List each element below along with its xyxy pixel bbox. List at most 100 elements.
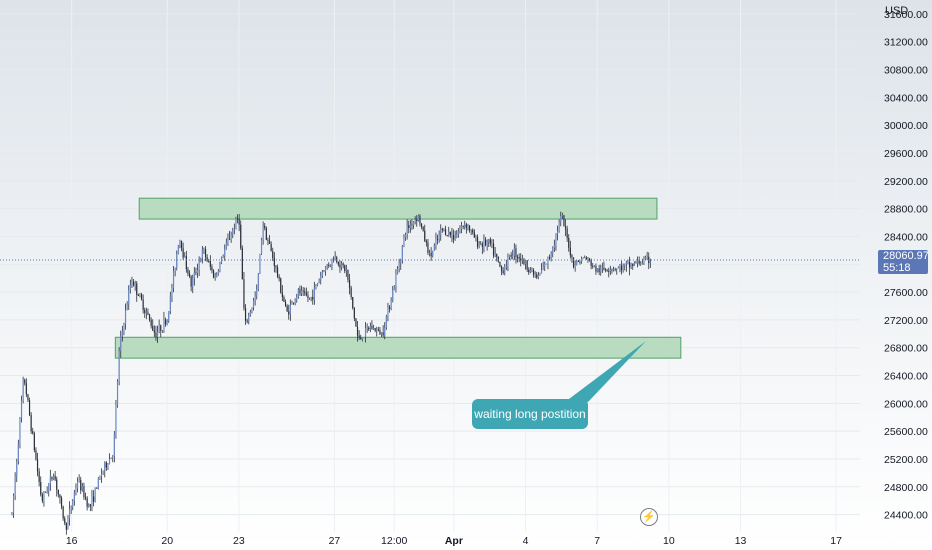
candle-body (544, 263, 546, 267)
candle-body (532, 269, 535, 275)
candle-body (414, 219, 416, 222)
candle-body (44, 491, 47, 493)
candle-body (491, 243, 493, 245)
candle-body (56, 479, 58, 490)
candle-body (203, 249, 205, 250)
candle-body (177, 245, 179, 254)
candle-body (484, 239, 487, 246)
candle-body (348, 279, 351, 288)
candle-body (84, 497, 87, 499)
resistance-zone[interactable] (138, 197, 658, 220)
candle-body (579, 261, 581, 263)
candle-body (644, 257, 647, 259)
candle-body (387, 307, 389, 317)
candle-body (216, 274, 218, 277)
candle-body (632, 263, 634, 266)
candle-body (307, 295, 309, 298)
candle-body (540, 270, 543, 274)
candle-body (528, 269, 530, 273)
candle-body (604, 269, 607, 271)
candle-body (462, 225, 464, 227)
candle-body (27, 394, 29, 401)
candle-body (539, 273, 541, 275)
candle-body (166, 320, 168, 325)
candle-body (150, 319, 152, 326)
callout-note[interactable]: waiting long postition (472, 399, 588, 429)
candle-body (625, 262, 627, 264)
candle-body (128, 290, 130, 305)
candle-body (185, 256, 187, 270)
candle-body (508, 255, 511, 257)
candle-body (182, 248, 184, 258)
candle-body (590, 260, 592, 266)
candle-body (244, 308, 247, 321)
candle-body (489, 239, 491, 244)
candle-body (560, 216, 562, 223)
candle-body (297, 289, 299, 297)
candle-body (636, 260, 639, 264)
price-gridlines (0, 13, 860, 516)
candle-body (516, 256, 519, 258)
candle-body (334, 257, 336, 261)
candle-body (504, 266, 506, 274)
candle-body (315, 285, 317, 288)
candle-body (347, 269, 349, 280)
candle-body (193, 272, 195, 279)
candle-body (641, 263, 643, 264)
candle-body (472, 229, 474, 233)
candle-body (587, 258, 589, 260)
candle-body (435, 238, 437, 246)
candle-body (526, 260, 528, 270)
candle-body (275, 266, 277, 268)
candle-body (179, 240, 181, 246)
candle-body (270, 243, 272, 252)
candle-body (232, 229, 234, 235)
candle-body (470, 229, 472, 231)
candle-body (212, 270, 215, 278)
candle-body (230, 234, 232, 240)
candle-body (451, 234, 453, 236)
candle-body (318, 280, 320, 284)
candle-body (136, 283, 138, 295)
candle-body (43, 491, 45, 501)
candle-body (473, 232, 475, 238)
candle-body (323, 271, 325, 273)
lightning-icon[interactable]: ⚡ (640, 508, 658, 526)
candle-body (380, 332, 383, 335)
candle-body (363, 337, 365, 339)
candle-body (464, 224, 466, 227)
candle-body (609, 269, 611, 272)
candle-body (196, 270, 199, 274)
candle-body (372, 327, 375, 330)
candle-body (28, 400, 31, 415)
candle-body (161, 330, 163, 332)
support-zone[interactable] (114, 336, 682, 359)
candle-body (124, 309, 127, 325)
candle-body (449, 231, 451, 235)
candle-body (406, 225, 408, 235)
candle-body (457, 231, 459, 235)
candle-body (153, 330, 155, 333)
candle-body (248, 315, 250, 322)
candle-body (534, 274, 536, 276)
candle-body (302, 290, 304, 292)
candle-body (14, 476, 16, 496)
candle-body (552, 247, 554, 254)
candle-body (619, 265, 621, 268)
time-label: 7 (594, 535, 600, 547)
candle-body (235, 218, 237, 230)
candle-body (316, 283, 319, 286)
callout-pointer (565, 341, 646, 402)
candle-body (510, 255, 512, 257)
candle-body (105, 462, 107, 468)
candle-body (16, 461, 18, 477)
candle-body (187, 269, 189, 274)
candle-body (75, 488, 77, 493)
candle-body (564, 226, 567, 229)
candle-body (580, 258, 583, 262)
zones[interactable] (114, 197, 682, 359)
candle-body (33, 433, 35, 451)
candle-body (17, 444, 19, 462)
candle-body (281, 292, 283, 298)
